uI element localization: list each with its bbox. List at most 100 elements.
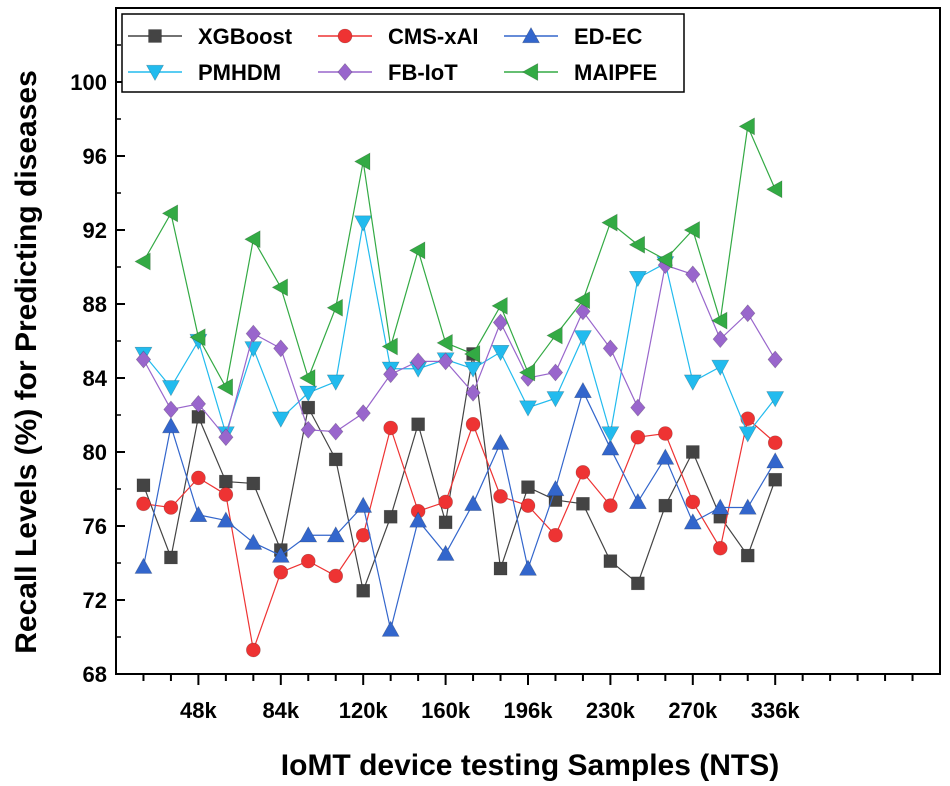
data-point-fb-iot: [190, 394, 207, 413]
series-line-maipfe: [142, 124, 776, 390]
data-point-fb-iot: [575, 302, 591, 321]
data-point-cms-xai: [740, 411, 756, 427]
data-point-maipfe: [134, 252, 151, 271]
y-tick-label: 76: [83, 514, 107, 539]
data-point-pmhdm: [766, 391, 785, 408]
data-point-xgboost: [219, 474, 233, 489]
x-axis-title: IoMT device testing Samples (NTS): [281, 749, 779, 782]
data-point-fb-iot: [135, 350, 152, 369]
data-point-cms-xai: [575, 465, 591, 480]
data-point-cms-xai: [658, 426, 673, 441]
data-point-xgboost: [768, 472, 783, 487]
data-point-ed-ec: [546, 479, 565, 497]
data-point-fb-iot: [300, 420, 316, 439]
data-point-fb-iot: [712, 330, 728, 349]
data-point-pmhdm: [491, 344, 510, 362]
data-point-xgboost: [658, 498, 673, 513]
data-point-ed-ec: [464, 494, 483, 511]
data-point-cms-xai: [493, 489, 508, 504]
data-point-pmhdm: [299, 385, 318, 402]
data-point-cms-xai: [273, 564, 289, 580]
data-point-cms-xai: [712, 540, 728, 556]
data-point-ed-ec: [683, 513, 702, 530]
data-point-ed-ec: [766, 452, 785, 469]
y-tick-label: 80: [83, 440, 107, 465]
data-point-ed-ec: [216, 511, 235, 528]
data-point-fb-iot: [767, 350, 783, 369]
data-point-ed-ec: [628, 492, 647, 510]
data-point-ed-ec: [161, 416, 180, 434]
data-point-fb-iot: [465, 383, 481, 402]
y-axis-title: Recall Levels (%) for Predicting disease…: [10, 70, 43, 654]
x-tick-label: 160k: [421, 698, 471, 723]
data-point-ed-ec: [656, 448, 675, 465]
data-point-cms-xai: [685, 494, 701, 510]
plot-area: [134, 117, 785, 658]
y-tick-label: 100: [70, 70, 107, 95]
data-point-maipfe: [409, 241, 426, 260]
data-point-cms-xai: [438, 494, 453, 510]
data-point-ed-ec: [299, 526, 318, 543]
data-point-cms-xai: [767, 435, 783, 451]
data-point-maipfe: [326, 298, 343, 317]
data-point-cms-xai: [136, 496, 151, 512]
legend-marker-maipfe: [521, 62, 539, 82]
data-point-maipfe: [161, 204, 179, 223]
data-point-cms-xai: [218, 487, 234, 502]
legend-marker-fb-iot: [337, 63, 353, 81]
y-tick-label: 84: [83, 366, 108, 391]
data-point-xgboost: [603, 554, 618, 568]
data-point-fb-iot: [273, 339, 289, 358]
data-point-xgboost: [631, 576, 645, 591]
data-point-cms-xai: [246, 642, 261, 658]
data-point-fb-iot: [218, 428, 234, 447]
data-point-pmhdm: [354, 215, 373, 232]
data-point-ed-ec: [354, 496, 373, 513]
data-point-fb-iot: [602, 339, 619, 358]
data-point-xgboost: [164, 550, 178, 565]
series-pmhdm: [134, 215, 785, 443]
data-point-maipfe: [271, 278, 288, 297]
data-point-xgboost: [411, 417, 425, 432]
legend-item-xgboost: XGBoost: [128, 24, 293, 49]
series-ed-ec: [134, 381, 785, 637]
data-point-maipfe: [518, 363, 536, 382]
legend-label: PMHDM: [198, 60, 281, 85]
data-point-maipfe: [738, 117, 755, 136]
x-tick-label: 230k: [586, 698, 636, 723]
data-point-pmhdm: [601, 426, 620, 443]
data-point-xgboost: [685, 445, 700, 459]
series-line-ed-ec: [142, 389, 776, 630]
y-tick-label: 72: [83, 588, 107, 613]
data-point-ed-ec: [573, 381, 592, 399]
legend-item-pmhdm: PMHDM: [128, 60, 281, 85]
legend-label: FB-IoT: [388, 60, 458, 85]
data-point-maipfe: [628, 235, 645, 254]
data-point-ed-ec: [711, 498, 730, 515]
data-point-maipfe: [381, 337, 398, 356]
legend-box: [121, 13, 685, 93]
data-point-cms-xai: [548, 527, 563, 543]
data-point-xgboost: [493, 561, 508, 576]
legend-label: MAIPFE: [574, 60, 657, 85]
data-point-fb-iot: [328, 422, 344, 441]
data-point-pmhdm: [711, 359, 730, 377]
data-point-maipfe: [436, 333, 453, 352]
y-tick-label: 68: [83, 662, 107, 687]
data-point-cms-xai: [630, 429, 646, 445]
series-line-pmhdm: [143, 222, 776, 436]
data-point-pmhdm: [464, 361, 483, 378]
data-point-maipfe: [766, 180, 783, 199]
data-point-fb-iot: [437, 352, 454, 371]
data-point-fb-iot: [355, 404, 371, 423]
data-point-maipfe: [216, 378, 233, 397]
legend-marker-pmhdm: [145, 64, 165, 82]
data-point-ed-ec: [436, 544, 455, 561]
data-point-xgboost: [356, 583, 371, 598]
legend-marker-ed-ec: [521, 26, 541, 44]
data-point-fb-iot: [410, 352, 426, 371]
data-point-cms-xai: [300, 553, 316, 569]
series-line-fb-iot: [142, 264, 776, 439]
data-point-ed-ec: [381, 620, 400, 637]
